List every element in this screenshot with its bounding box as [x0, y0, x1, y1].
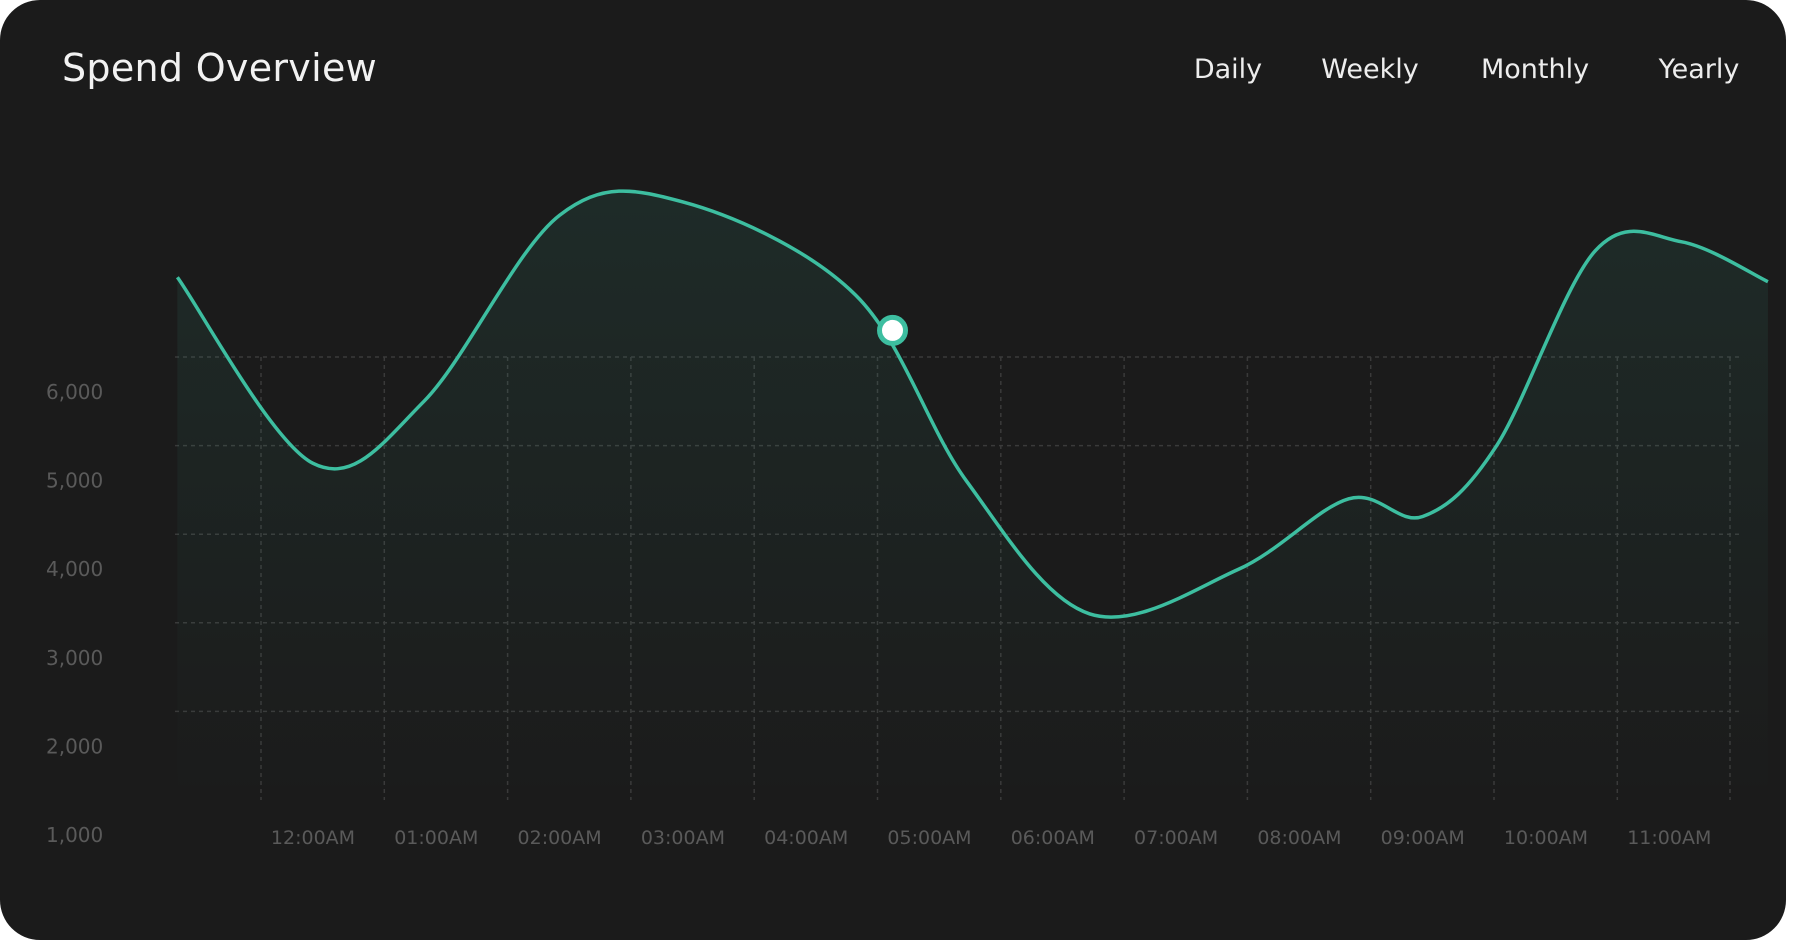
page-title: Spend Overview: [62, 46, 378, 90]
y-tick-label: 1,000: [46, 823, 103, 847]
y-axis-ticks: 1,000 2,000 3,000 4,000 5,000 6,000: [46, 380, 103, 847]
x-tick-label: 02:00AM: [518, 827, 602, 849]
x-tick-label: 06:00AM: [1011, 827, 1095, 849]
spend-area: [177, 191, 1768, 801]
tab-yearly[interactable]: Yearly: [1658, 54, 1740, 85]
x-axis-ticks: 12:00AM 01:00AM 02:00AM 03:00AM 04:00AM 05:00…: [271, 827, 1711, 849]
x-tick-label: 12:00AM: [271, 827, 355, 849]
tab-daily[interactable]: Daily: [1193, 54, 1263, 85]
x-tick-label: 01:00AM: [394, 827, 478, 849]
x-tick-label: 07:00AM: [1134, 827, 1218, 849]
tab-monthly[interactable]: Monthly: [1480, 54, 1590, 85]
y-tick-label: 2,000: [46, 734, 103, 758]
x-tick-label: 08:00AM: [1257, 827, 1341, 849]
y-tick-label: 3,000: [46, 646, 103, 670]
spend-line: [175, 189, 1769, 619]
tab-weekly[interactable]: Weekly: [1321, 54, 1419, 85]
x-tick-label: 03:00AM: [641, 827, 725, 849]
period-tabs: Daily Weekly Monthly Yearly: [0, 54, 1786, 94]
x-tick-label: 11:00AM: [1627, 827, 1711, 849]
highlight-point[interactable]: [877, 314, 909, 346]
x-tick-label: 04:00AM: [764, 827, 848, 849]
y-tick-label: 5,000: [46, 469, 103, 493]
x-tick-label: 05:00AM: [887, 827, 971, 849]
y-tick-label: 6,000: [46, 380, 103, 404]
y-tick-label: 4,000: [46, 557, 103, 581]
x-tick-label: 09:00AM: [1381, 827, 1465, 849]
x-tick-label: 10:00AM: [1504, 827, 1588, 849]
